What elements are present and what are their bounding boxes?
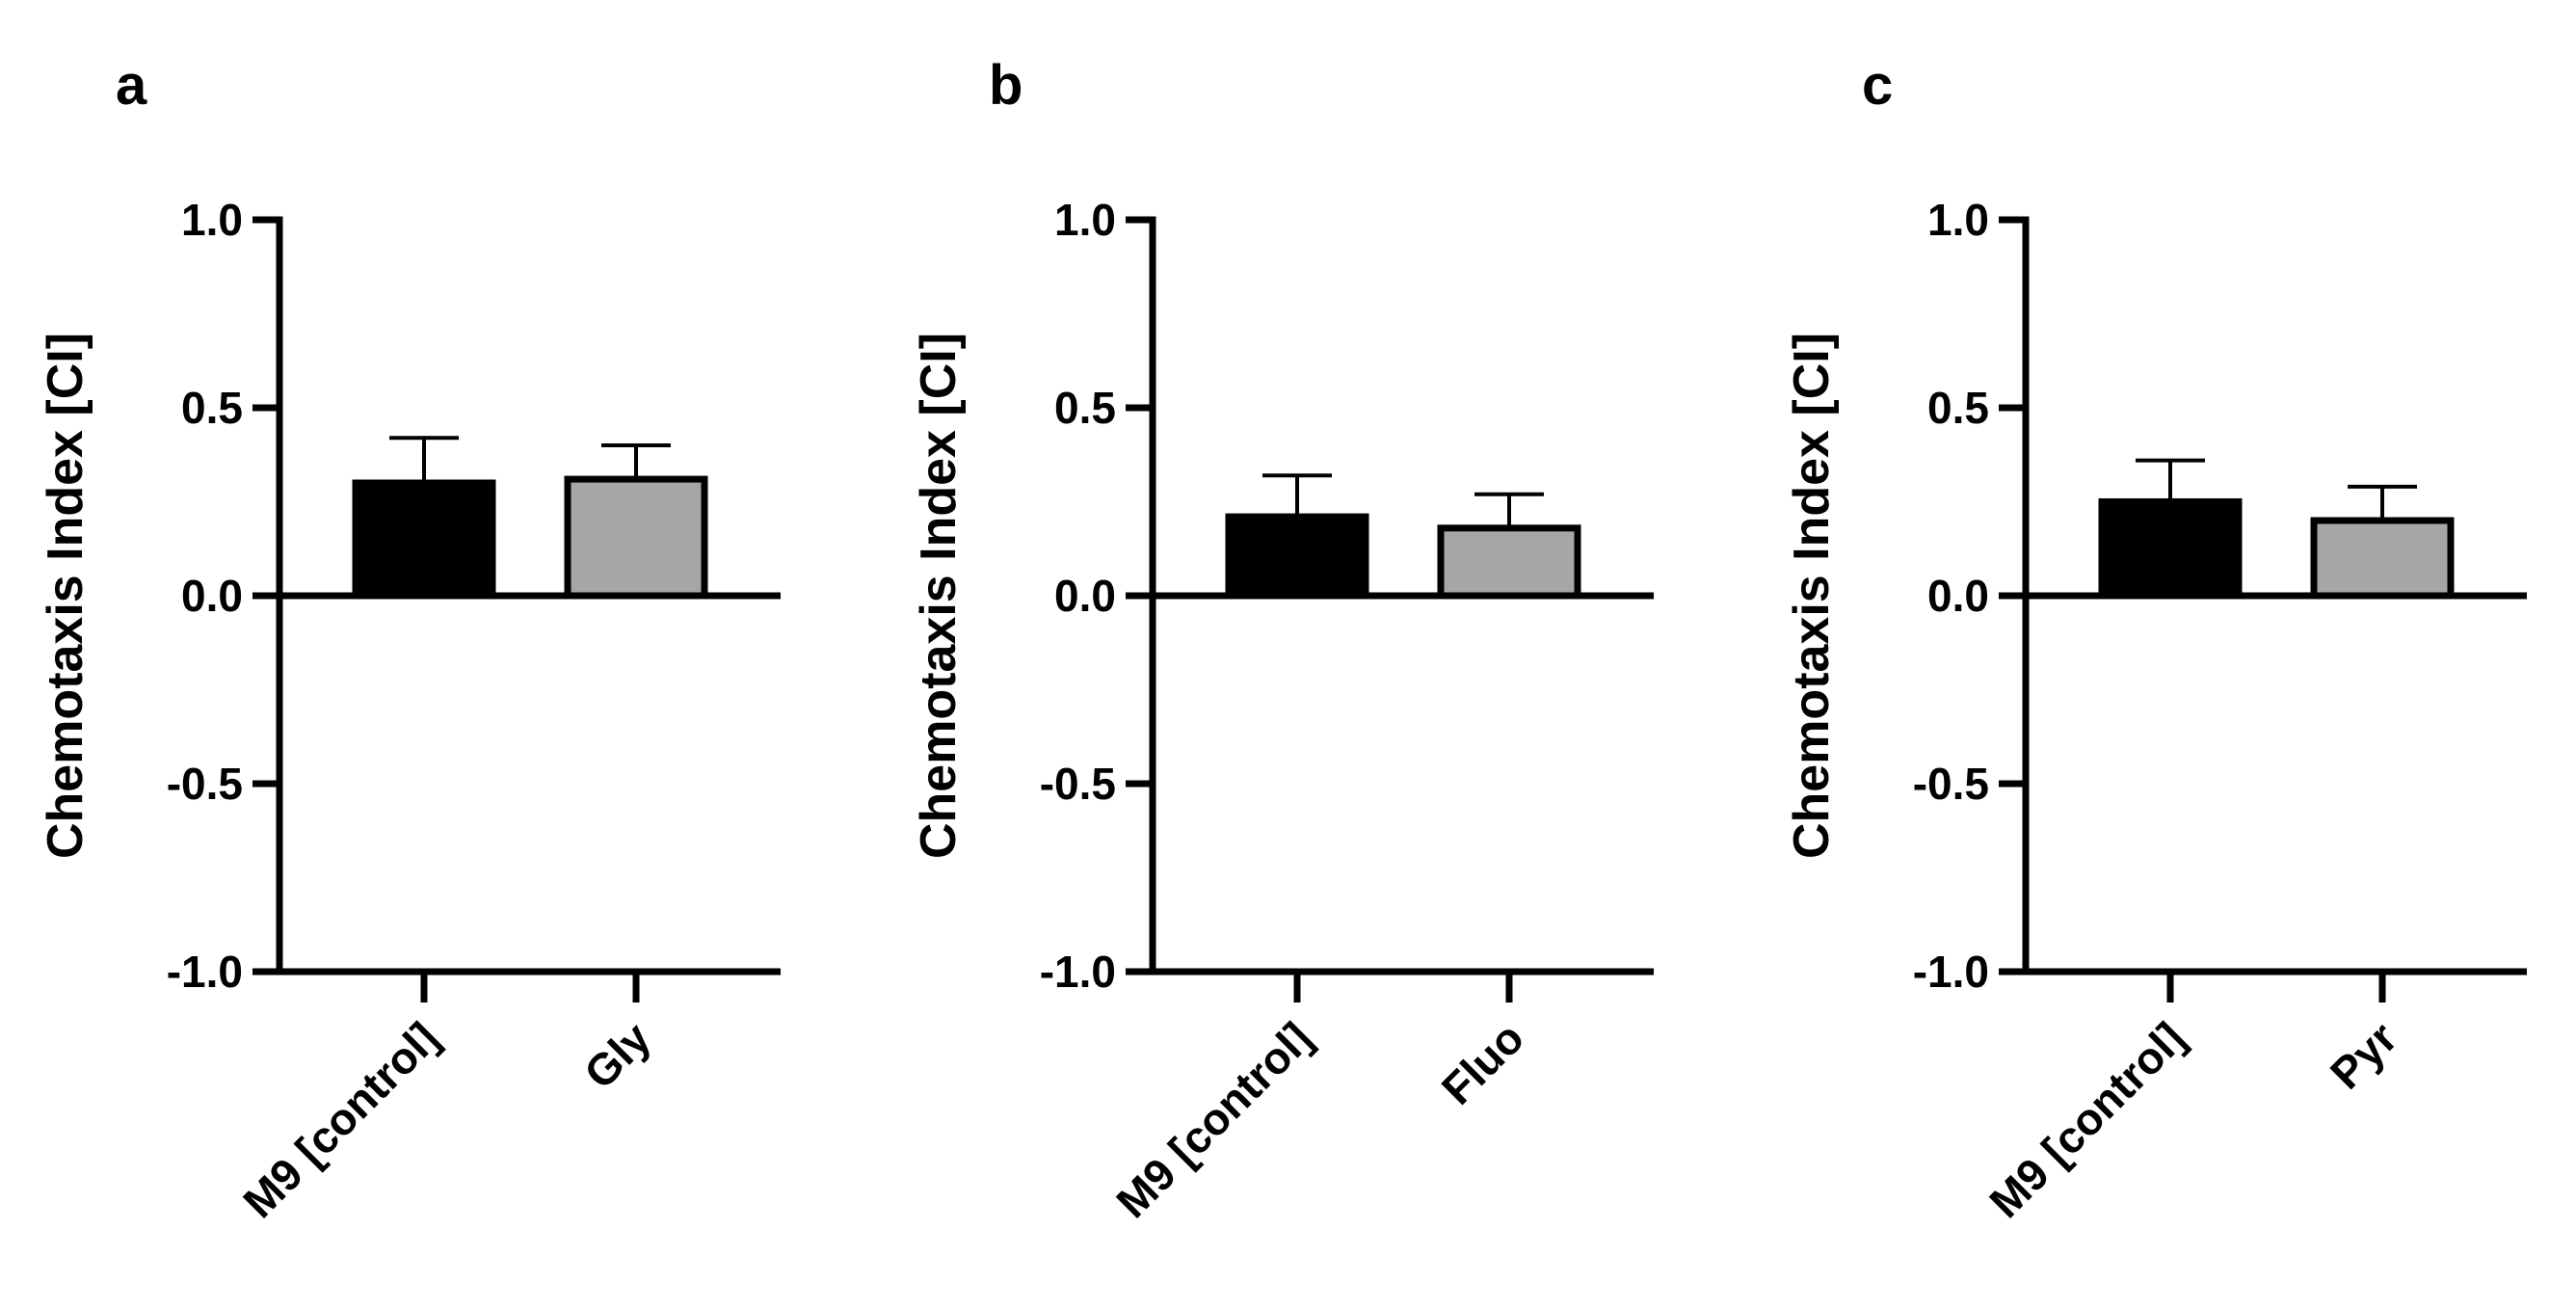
y-tick-label: 1.0	[1927, 195, 1989, 245]
category-label: M9 [control]	[233, 1012, 448, 1227]
y-axis-title: Chemotaxis Index [CI]	[38, 333, 93, 859]
category-label: Gly	[574, 1012, 660, 1098]
y-tick-label: -0.5	[1913, 759, 1989, 809]
bar-control	[352, 479, 496, 600]
y-tick-label: 0.5	[1927, 383, 1989, 433]
panel-label: c	[1862, 54, 1893, 117]
bar-control	[2098, 498, 2243, 600]
panel-label: b	[989, 54, 1022, 117]
category-label: Fluo	[1432, 1012, 1533, 1113]
y-tick-label: -1.0	[1040, 947, 1116, 997]
panel-label: a	[116, 54, 147, 117]
y-axis-title: Chemotaxis Index [CI]	[1784, 333, 1840, 859]
y-tick-label: 0.0	[1927, 571, 1989, 621]
bar-treatment	[2310, 517, 2455, 600]
bar-control	[1225, 513, 1369, 600]
y-tick-label: 0.0	[181, 571, 243, 621]
bar-treatment	[564, 475, 708, 600]
y-tick-label: 0.5	[181, 383, 243, 433]
y-tick-label: 1.0	[181, 195, 243, 245]
y-tick-label: 0.0	[1054, 571, 1116, 621]
y-tick-label: -0.5	[1040, 759, 1116, 809]
y-tick-label: -1.0	[1913, 947, 1989, 997]
category-label: M9 [control]	[1106, 1012, 1321, 1227]
y-tick-label: -0.5	[167, 759, 243, 809]
category-label: M9 [control]	[1979, 1012, 2194, 1227]
category-label: Pyr	[2321, 1012, 2406, 1098]
bar-treatment	[1437, 524, 1581, 600]
y-tick-label: 1.0	[1054, 195, 1116, 245]
chart-panel-a: a 1.0 0.5 0.0 -0.5 -1.0 M9 [control] Gly Chemota…	[38, 54, 781, 1227]
y-tick-label: -1.0	[167, 947, 243, 997]
y-axis-title: Chemotaxis Index [CI]	[911, 333, 967, 859]
chart-panel-b: b 1.0 0.5 0.0 -0.5 -1.0 M9 [control] Fluo Chemot…	[911, 54, 1654, 1227]
chart-panel-c: c 1.0 0.5 0.0 -0.5 -1.0 M9 [control] Pyr Chemota…	[1784, 54, 2527, 1227]
y-tick-label: 0.5	[1054, 383, 1116, 433]
